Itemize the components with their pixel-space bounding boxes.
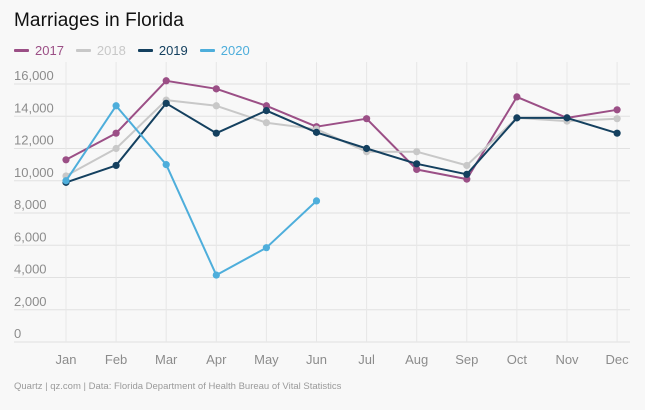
series-2019-point [262, 107, 270, 115]
x-tick-label: Apr [206, 352, 227, 367]
series-2019-point [363, 144, 371, 153]
series-2019-point [613, 129, 621, 137]
y-tick-label: 0 [14, 326, 21, 341]
y-tick-label: 6,000 [14, 229, 47, 244]
source-note: Quartz | qz.com | Data: Florida Departme… [14, 381, 342, 392]
series-2018-point [262, 119, 270, 127]
series-2017-point [513, 93, 521, 101]
legend-label: 2017 [35, 43, 64, 58]
x-tick-label: Dec [606, 352, 630, 367]
legend-item-2017: 2017 [14, 43, 64, 58]
legend-label: 2020 [220, 43, 250, 58]
series-2020-point [162, 161, 170, 169]
series-2019-point [413, 160, 421, 168]
y-tick-label: 8,000 [14, 197, 47, 212]
series-2019-point [563, 114, 571, 122]
x-tick-label: Nov [555, 352, 579, 367]
legend-item-2018: 2018 [75, 43, 126, 58]
legend-label: 2019 [158, 43, 188, 58]
legend-item-2020: 2020 [199, 43, 250, 58]
chart-title: Marriages in Florida [14, 10, 184, 31]
y-tick-label: 12,000 [14, 133, 54, 148]
series-2017-point [363, 115, 371, 123]
series-2019-point [312, 128, 321, 136]
x-tick-label: Mar [155, 352, 178, 367]
series-2018-point [212, 102, 220, 110]
series-2019-point [212, 129, 220, 137]
series-2017-point [112, 129, 120, 137]
series-2019-point [112, 161, 120, 170]
x-tick-label: Jun [306, 352, 327, 367]
series-2017-point [162, 77, 170, 85]
x-tick-label: May [254, 352, 279, 367]
series-2019-point [162, 99, 170, 107]
series-2018-point [112, 144, 120, 153]
series-2020-point [312, 197, 321, 205]
series-2019-point [513, 114, 521, 122]
series-2019-point [463, 170, 471, 178]
series-2020-point [212, 271, 220, 279]
series-2019-line [65, 102, 618, 184]
legend: 2017 2018 2019 2020 [14, 43, 250, 58]
x-tick-label: Aug [405, 352, 428, 367]
y-tick-label: 14,000 [14, 100, 54, 115]
y-tick-label: 16,000 [14, 68, 54, 83]
legend-swatch [75, 49, 91, 52]
y-tick-label: 4,000 [14, 262, 47, 277]
x-tick-label: Oct [507, 352, 528, 367]
series-2018-point [463, 161, 471, 170]
series-2020-point [262, 244, 270, 252]
series-2017-point [62, 156, 70, 164]
series-2020-point [62, 177, 70, 185]
y-tick-label: 10,000 [14, 165, 54, 180]
x-tick-label: Feb [105, 352, 127, 367]
y-tick-label: 2,000 [14, 294, 47, 309]
legend-swatch [137, 49, 153, 52]
x-tick-label: Jul [358, 352, 375, 367]
series-2018-point [413, 148, 421, 156]
legend-item-2019: 2019 [137, 43, 188, 58]
x-tick-label: Sep [455, 352, 478, 367]
series-2020-line [65, 104, 318, 277]
series-2017-point [613, 106, 621, 114]
legend-swatch [199, 49, 215, 52]
x-tick-label: Jan [56, 352, 77, 367]
series-2018-line [65, 99, 618, 177]
series-2020-point [112, 102, 120, 110]
series-2017-point [413, 165, 421, 174]
legend-swatch [14, 49, 29, 52]
series-2017-line [65, 79, 618, 181]
legend-label: 2018 [96, 43, 126, 58]
series-2018-point [613, 115, 621, 123]
series-2017-point [212, 85, 220, 93]
